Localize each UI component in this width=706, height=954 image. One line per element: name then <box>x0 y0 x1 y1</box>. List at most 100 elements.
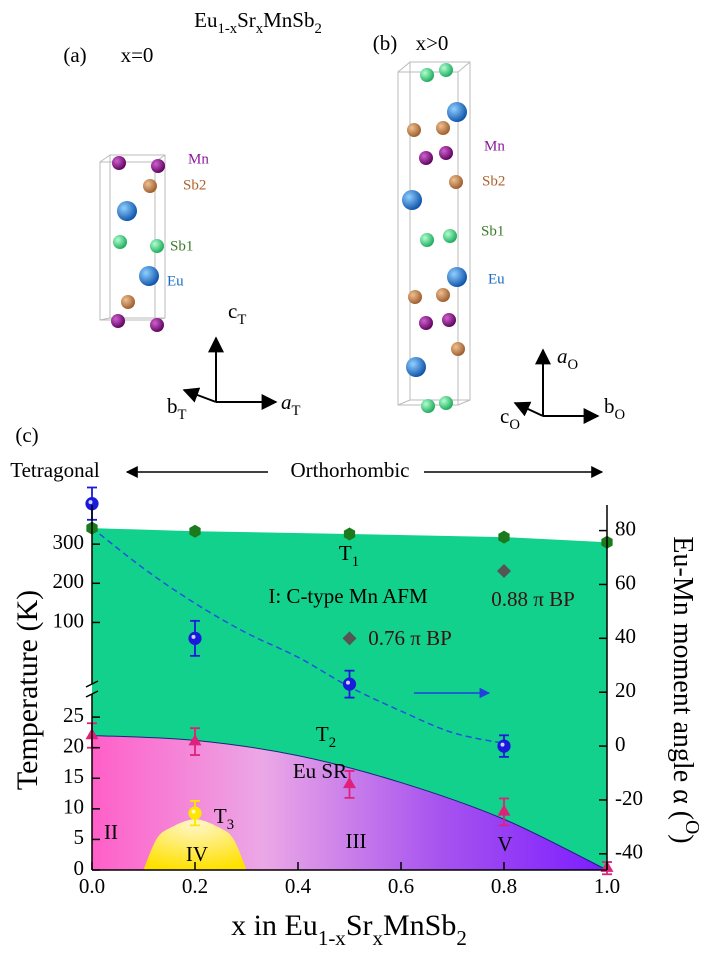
atom <box>439 396 453 410</box>
atom <box>112 156 126 170</box>
atom <box>420 68 434 82</box>
x-axis-label: x in Eu1-xSrxMnSb2 <box>231 909 467 950</box>
text-part: c <box>228 299 237 323</box>
annotation: I: C-type Mn AFM <box>268 584 428 608</box>
composition: x=0 <box>121 43 154 67</box>
y-tick-label: 25 <box>63 703 84 727</box>
x-tick-label: 0.2 <box>182 874 208 898</box>
y2-tick-label: 20 <box>615 678 636 702</box>
atom <box>408 290 422 304</box>
text-part: c <box>500 404 509 428</box>
point <box>343 776 356 789</box>
y2-axis-label: Eu-Mn moment angle α (O) <box>667 536 702 843</box>
y2-tick-label: -40 <box>615 840 643 864</box>
phase-label: Tetragonal <box>10 458 100 482</box>
atom <box>143 179 157 193</box>
atom <box>443 229 457 243</box>
panel-label: (a) <box>63 43 86 67</box>
text-part: O <box>509 417 520 433</box>
point <box>188 734 202 746</box>
lattice-axes <box>182 336 600 424</box>
text-part: T <box>237 312 246 328</box>
text-part: a <box>557 344 568 368</box>
atom <box>447 267 467 287</box>
text-part: Eu <box>194 8 218 32</box>
point <box>188 806 202 820</box>
figure-title: Eu1-xSrxMnSb2 <box>194 8 322 38</box>
point-highlight <box>191 634 196 639</box>
atom <box>436 288 450 302</box>
text-part: 2 <box>456 926 467 950</box>
annotation: 0.88 π BP <box>491 587 575 611</box>
point <box>188 631 202 645</box>
text-part: MnSb <box>263 8 314 32</box>
atom-label: Mn <box>484 138 505 154</box>
text-part: O <box>681 820 702 834</box>
fit-line <box>91 527 505 745</box>
atom <box>407 123 421 137</box>
x-tick-label: 0.6 <box>388 874 414 898</box>
text-part: Sr <box>346 909 373 942</box>
atom-label: Sb2 <box>482 173 505 189</box>
y-tick-label: 20 <box>63 734 84 758</box>
point <box>189 524 201 538</box>
annotation: T3 <box>214 804 234 834</box>
text-part: MnSb <box>383 909 456 942</box>
text-part: O <box>615 407 626 423</box>
y-tick-label: 0 <box>74 856 85 880</box>
y-tick-label: 10 <box>63 795 84 819</box>
text-part: 3 <box>227 817 234 833</box>
plot: 0.0 0.2 0.4 0.6 0.8 1.00510152025100200300-40… <box>53 486 644 898</box>
atom <box>439 63 453 77</box>
areas <box>91 528 608 871</box>
point <box>343 527 356 541</box>
point <box>342 677 357 691</box>
atom <box>419 316 433 330</box>
annotation: T1 <box>339 541 359 571</box>
atom <box>151 159 165 173</box>
y2-tick-label: 40 <box>615 624 636 648</box>
y2-tick-label: -20 <box>615 786 643 810</box>
text-part: x <box>373 926 384 950</box>
y-tick-label: 100 <box>53 608 85 632</box>
atoms <box>111 63 467 413</box>
atom <box>150 239 164 253</box>
text-part: b <box>604 394 615 418</box>
unit-cell <box>99 61 471 406</box>
atom <box>121 295 135 309</box>
atom <box>117 201 137 221</box>
atom-label: Sb1 <box>170 238 193 254</box>
point <box>497 739 511 753</box>
axis-break <box>85 690 99 698</box>
text-part: a <box>281 390 292 414</box>
text-part: 1-x <box>318 926 346 950</box>
atom <box>442 313 456 327</box>
point <box>498 530 510 544</box>
annotation: T2 <box>316 722 336 752</box>
text-part: 2 <box>314 21 321 37</box>
annotation: 0.76 π BP <box>368 626 452 650</box>
text-part: 1 <box>352 554 359 570</box>
y2-tick-label: 80 <box>615 516 636 540</box>
text-part: T <box>316 722 329 746</box>
tick-labels: 0.0 0.2 0.4 0.6 0.8 1.00510152025100200300-40… <box>53 516 644 897</box>
y-tick-label: 5 <box>74 825 85 849</box>
panel-label: (b) <box>373 31 398 55</box>
text-part: ) <box>667 834 698 843</box>
atom-label: Sb1 <box>481 223 504 239</box>
axis-break <box>85 680 99 688</box>
atom <box>420 233 434 247</box>
annotation: Eu SR <box>293 759 347 783</box>
y-tick-label: 200 <box>53 569 85 593</box>
region <box>143 819 247 870</box>
atom <box>150 318 164 332</box>
point <box>497 804 511 816</box>
text-part: 1-x <box>218 21 238 37</box>
panel-label: (c) <box>15 423 38 447</box>
point <box>342 631 357 646</box>
y-tick-label: 300 <box>53 530 85 554</box>
text-part: T <box>214 804 227 828</box>
atom-label: Mn <box>188 151 209 167</box>
y-axis-label: Temperature (K) <box>11 590 44 790</box>
